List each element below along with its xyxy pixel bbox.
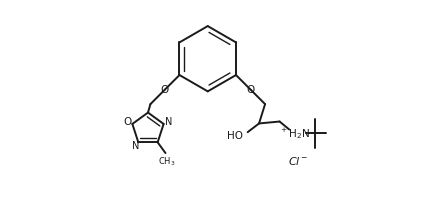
Text: $^+$H$_2$N: $^+$H$_2$N — [279, 126, 310, 141]
Text: O: O — [161, 85, 169, 95]
Text: O: O — [124, 117, 132, 127]
Text: Cl$^-$: Cl$^-$ — [289, 155, 308, 167]
Text: N: N — [165, 117, 172, 127]
Text: HO: HO — [227, 131, 243, 141]
Text: CH$_3$: CH$_3$ — [158, 155, 176, 168]
Text: N: N — [132, 141, 139, 151]
Text: O: O — [246, 85, 255, 95]
